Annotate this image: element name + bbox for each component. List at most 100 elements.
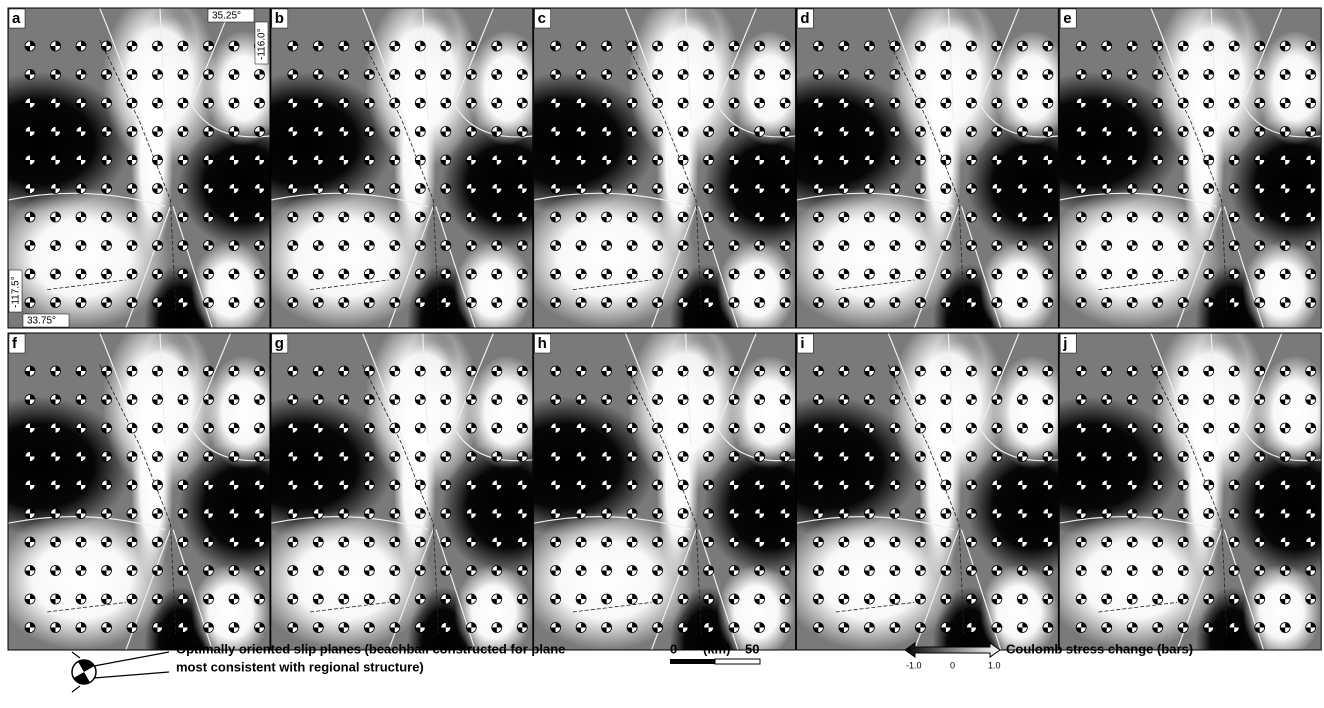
- contour-line: [947, 8, 955, 121]
- beachball: [177, 622, 189, 633]
- contour-line: [1210, 8, 1217, 121]
- beachball: [652, 593, 664, 605]
- beachball: [389, 126, 401, 137]
- beachball: [363, 240, 375, 251]
- beachball: [1016, 154, 1028, 166]
- beachball: [812, 268, 824, 280]
- beachball: [991, 154, 1003, 166]
- beachball: [1279, 183, 1291, 194]
- beachball: [914, 211, 926, 223]
- stress-lobe: [919, 65, 962, 258]
- beachball: [440, 97, 452, 109]
- beachball: [703, 394, 715, 405]
- beachball: [812, 297, 824, 308]
- beachball: [601, 422, 613, 434]
- beachball: [754, 508, 766, 519]
- beachball: [863, 40, 875, 52]
- beachball: [703, 593, 715, 605]
- contour-line: [684, 333, 692, 444]
- beachball: [465, 97, 477, 109]
- beachball: [575, 508, 587, 519]
- beachball: [287, 422, 299, 434]
- beachball: [75, 40, 87, 52]
- beachball: [1042, 211, 1054, 223]
- beachball: [863, 126, 875, 137]
- beachball: [838, 297, 850, 308]
- contour-line: [979, 8, 1059, 138]
- contour-line: [99, 333, 153, 476]
- panel-label: e: [1063, 10, 1071, 27]
- beachball: [177, 268, 189, 280]
- beachball: [338, 297, 350, 308]
- beachball: [1101, 211, 1113, 223]
- beachball: [1042, 183, 1054, 194]
- beachball: [626, 536, 638, 548]
- beachball: [440, 422, 452, 434]
- map-panel: d: [795, 7, 1059, 329]
- beachball: [50, 97, 61, 109]
- beachball: [838, 565, 850, 576]
- panel-label-box: [534, 8, 551, 29]
- beachball: [1016, 565, 1028, 576]
- beachball: [50, 183, 61, 194]
- beachball: [652, 422, 664, 434]
- beachball: [24, 97, 36, 109]
- beachball: [1228, 479, 1240, 491]
- beachball: [652, 297, 664, 308]
- beachball: [516, 565, 528, 576]
- beachball: [312, 240, 324, 251]
- beachball: [1152, 394, 1164, 405]
- beachball: [338, 126, 350, 137]
- beachball: [203, 40, 214, 52]
- beachball: [1279, 365, 1291, 377]
- beachball: [1279, 40, 1291, 52]
- panel-label: g: [275, 335, 284, 352]
- beachball: [363, 183, 375, 194]
- beachball: [965, 268, 977, 280]
- panel-label: b: [275, 10, 284, 27]
- beachball: [1101, 154, 1113, 166]
- beachball: [389, 508, 401, 519]
- beachball: [575, 422, 587, 434]
- beachball: [575, 154, 587, 166]
- beachball: [889, 479, 901, 491]
- beachball: [177, 479, 189, 491]
- beachball: [677, 126, 689, 137]
- beachball: [516, 394, 528, 405]
- beachball: [812, 126, 824, 137]
- beachball: [677, 97, 689, 109]
- beachball: [24, 394, 36, 405]
- stress-lobe: [270, 187, 434, 328]
- contour-line: [887, 8, 942, 153]
- beachball: [626, 154, 638, 166]
- beachball: [516, 211, 528, 223]
- beachball: [779, 451, 791, 462]
- beachball: [50, 211, 61, 223]
- beachball: [126, 69, 138, 80]
- beachball: [754, 297, 766, 308]
- beachball: [1042, 97, 1054, 109]
- beachball: [228, 536, 240, 548]
- beachball: [728, 394, 740, 405]
- beachball: [177, 451, 189, 462]
- beachball: [601, 565, 613, 576]
- stress-lobe: [393, 65, 436, 258]
- beachball: [126, 126, 138, 137]
- beachball: [24, 451, 36, 462]
- beachball: [50, 240, 61, 251]
- beachball: [516, 593, 528, 605]
- beachball: [626, 97, 638, 109]
- beachball: [287, 508, 299, 519]
- beachball: [754, 97, 766, 109]
- beachball: [812, 365, 824, 377]
- contour-line: [422, 8, 429, 121]
- beachball: [728, 536, 740, 548]
- beachball: [50, 365, 61, 377]
- beachball: [1228, 297, 1240, 308]
- beachball: [1305, 40, 1317, 52]
- beachball: [1203, 268, 1215, 280]
- beachball: [152, 508, 163, 519]
- beachball: [652, 97, 664, 109]
- beachball: [754, 69, 766, 80]
- map-panel: h: [533, 332, 797, 651]
